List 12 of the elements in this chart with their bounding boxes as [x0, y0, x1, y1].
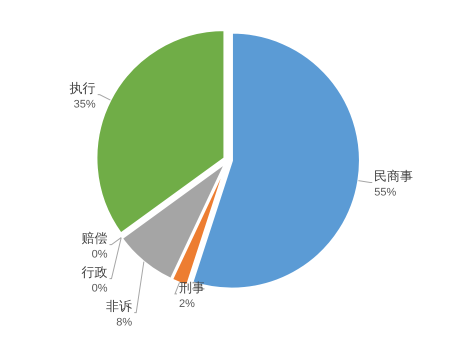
- value-label: 0%: [92, 248, 108, 261]
- value-label: 35%: [74, 98, 96, 111]
- category-label: 行政: [82, 264, 108, 280]
- value-label: 55%: [374, 186, 396, 199]
- value-label: 0%: [92, 282, 108, 295]
- value-label: 8%: [116, 316, 132, 329]
- category-label: 刑事: [179, 280, 205, 295]
- category-label: 执行: [70, 80, 96, 96]
- category-label: 赔偿: [82, 230, 108, 246]
- category-label: 非诉: [106, 298, 132, 314]
- value-label: 2%: [179, 298, 195, 310]
- category-label: 民商事: [374, 168, 414, 184]
